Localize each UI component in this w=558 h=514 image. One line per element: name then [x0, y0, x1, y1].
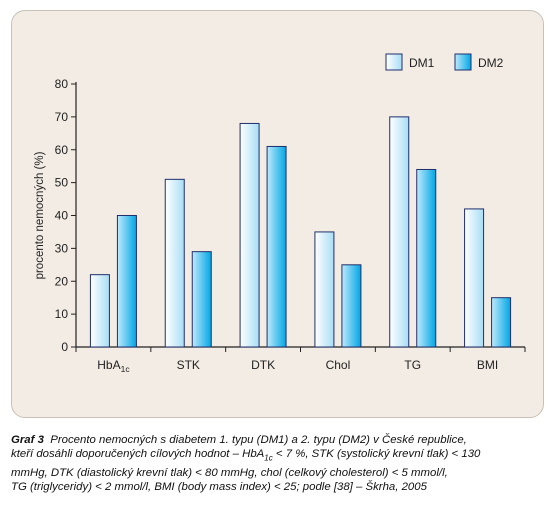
bar-dm1-dtk	[239, 122, 260, 348]
bar-chart: 0 10 20 30 40 50 60 70 80 procento nemocných (%) H…	[34, 53, 526, 374]
bar-dm2-hba	[116, 215, 137, 348]
figure-caption: Graf 3 Procento nemocných s diabetem 1. …	[11, 433, 547, 494]
legend-label-dm2: DM2	[478, 56, 504, 70]
bar-dm1-chol	[314, 231, 335, 348]
y-tick-label: 20	[55, 274, 69, 288]
caption-line-4: TG (triglyceridy) < 2 mmol/l, BMI (body …	[11, 480, 427, 493]
y-tick-label: 40	[55, 209, 69, 223]
chart-panel: 0 10 20 30 40 50 60 70 80 procento nemocných (%) H…	[11, 10, 544, 418]
bar-dm2-chol	[341, 264, 362, 348]
bar-dm1-hba	[89, 274, 110, 348]
legend-swatch-dm2	[454, 53, 472, 71]
x-tick-label: STK	[177, 358, 200, 372]
x-tick-label: Chol	[326, 358, 351, 372]
caption-line-3: mmHg, DTK (diastolický krevní tlak) < 80…	[11, 466, 448, 479]
y-tick-label: 50	[55, 176, 69, 190]
y-tick-label: 0	[61, 340, 68, 354]
legend-swatch-dm1	[385, 53, 403, 71]
legend-label-dm1: DM1	[409, 56, 435, 70]
bar-dm2-stk	[191, 251, 212, 348]
y-tick-label: 30	[55, 241, 69, 255]
y-tick-label: 60	[55, 143, 69, 157]
bar-dm1-bmi	[464, 208, 485, 348]
y-tick-label: 70	[55, 110, 69, 124]
bar-dm2-dtk	[266, 145, 287, 348]
caption-line-2-sub: 1c	[264, 453, 273, 463]
bar-dm2-bmi	[491, 297, 512, 348]
x-tick-label: DTK	[251, 358, 275, 372]
x-tick-label: BMI	[477, 358, 498, 372]
y-tick-label: 80	[55, 77, 69, 91]
caption-line-2-pre: kteří dosáhli doporučených cílových hodn…	[11, 448, 265, 461]
caption-line-2-post: < 7 %, STK (systolický krevní tlak) < 13…	[272, 448, 481, 461]
caption-label: Graf 3	[11, 434, 44, 446]
y-axis-label: procento nemocných (%)	[34, 151, 46, 279]
bar-dm1-stk	[164, 178, 185, 348]
bar-dm2-tg	[416, 168, 437, 348]
caption-line-1: Procento nemocných s diabetem 1. typu (D…	[50, 434, 467, 446]
y-tick-label: 10	[55, 307, 69, 321]
x-tick-label: TG	[404, 358, 421, 372]
x-tick-label: HbA1c	[97, 358, 130, 374]
bar-dm1-tg	[389, 116, 410, 348]
